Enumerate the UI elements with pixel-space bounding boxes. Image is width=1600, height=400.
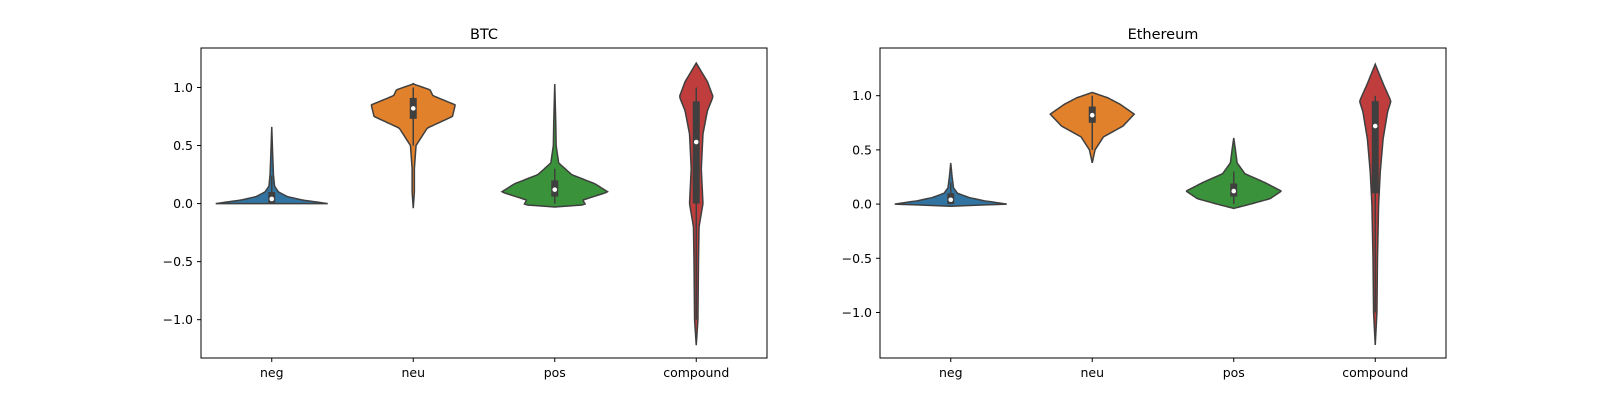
x-tick-label: neu (401, 365, 425, 380)
y-tick-label: 0.5 (852, 142, 872, 157)
chart-panel: Ethereum 1.0 0.5 0.0 −0.5 −1.0 neg neu pos compou… (842, 27, 1447, 380)
x-tick-label: neg (260, 365, 284, 380)
violin-median-dot (1231, 188, 1237, 194)
x-tick-label: neu (1080, 365, 1104, 380)
violin-iqr-box (692, 101, 700, 204)
y-tick-label: −1.0 (163, 312, 193, 327)
x-tick-label: compound (1342, 365, 1408, 380)
y-tick-label: 0.0 (173, 196, 193, 211)
y-tick-label: −1.0 (842, 305, 872, 320)
y-tick-label: 0.5 (173, 138, 193, 153)
violin-median-dot (693, 139, 699, 145)
violin-median-dot (1089, 112, 1095, 118)
violin-median-dot (269, 196, 275, 202)
x-tick-label: pos (1223, 365, 1245, 380)
violin-median-dot (552, 187, 558, 192)
violin-pos (500, 83, 609, 208)
violin-iqr-box (1371, 101, 1379, 194)
axes-frame (879, 47, 1447, 359)
y-tick-label: −0.5 (842, 251, 872, 266)
y-tick-label: 1.0 (173, 80, 193, 95)
x-tick-label: compound (663, 365, 729, 380)
violin-median-dot (1372, 123, 1378, 129)
x-tick-label: pos (544, 365, 566, 380)
chart-panel: BTC 1.0 0.5 0.0 −0.5 −1.0 neg neu pos compound (163, 27, 768, 380)
y-tick-label: 0.0 (852, 197, 872, 212)
x-tick-label: neg (939, 365, 963, 380)
violin-neg (215, 126, 328, 205)
violin-median-dot (410, 106, 416, 111)
chart-title: Ethereum (1128, 27, 1199, 43)
y-tick-label: 1.0 (852, 88, 872, 103)
axes-frame (200, 47, 768, 359)
chart-title: BTC (470, 27, 498, 43)
violin-median-dot (948, 197, 954, 203)
y-tick-label: −0.5 (163, 254, 193, 269)
